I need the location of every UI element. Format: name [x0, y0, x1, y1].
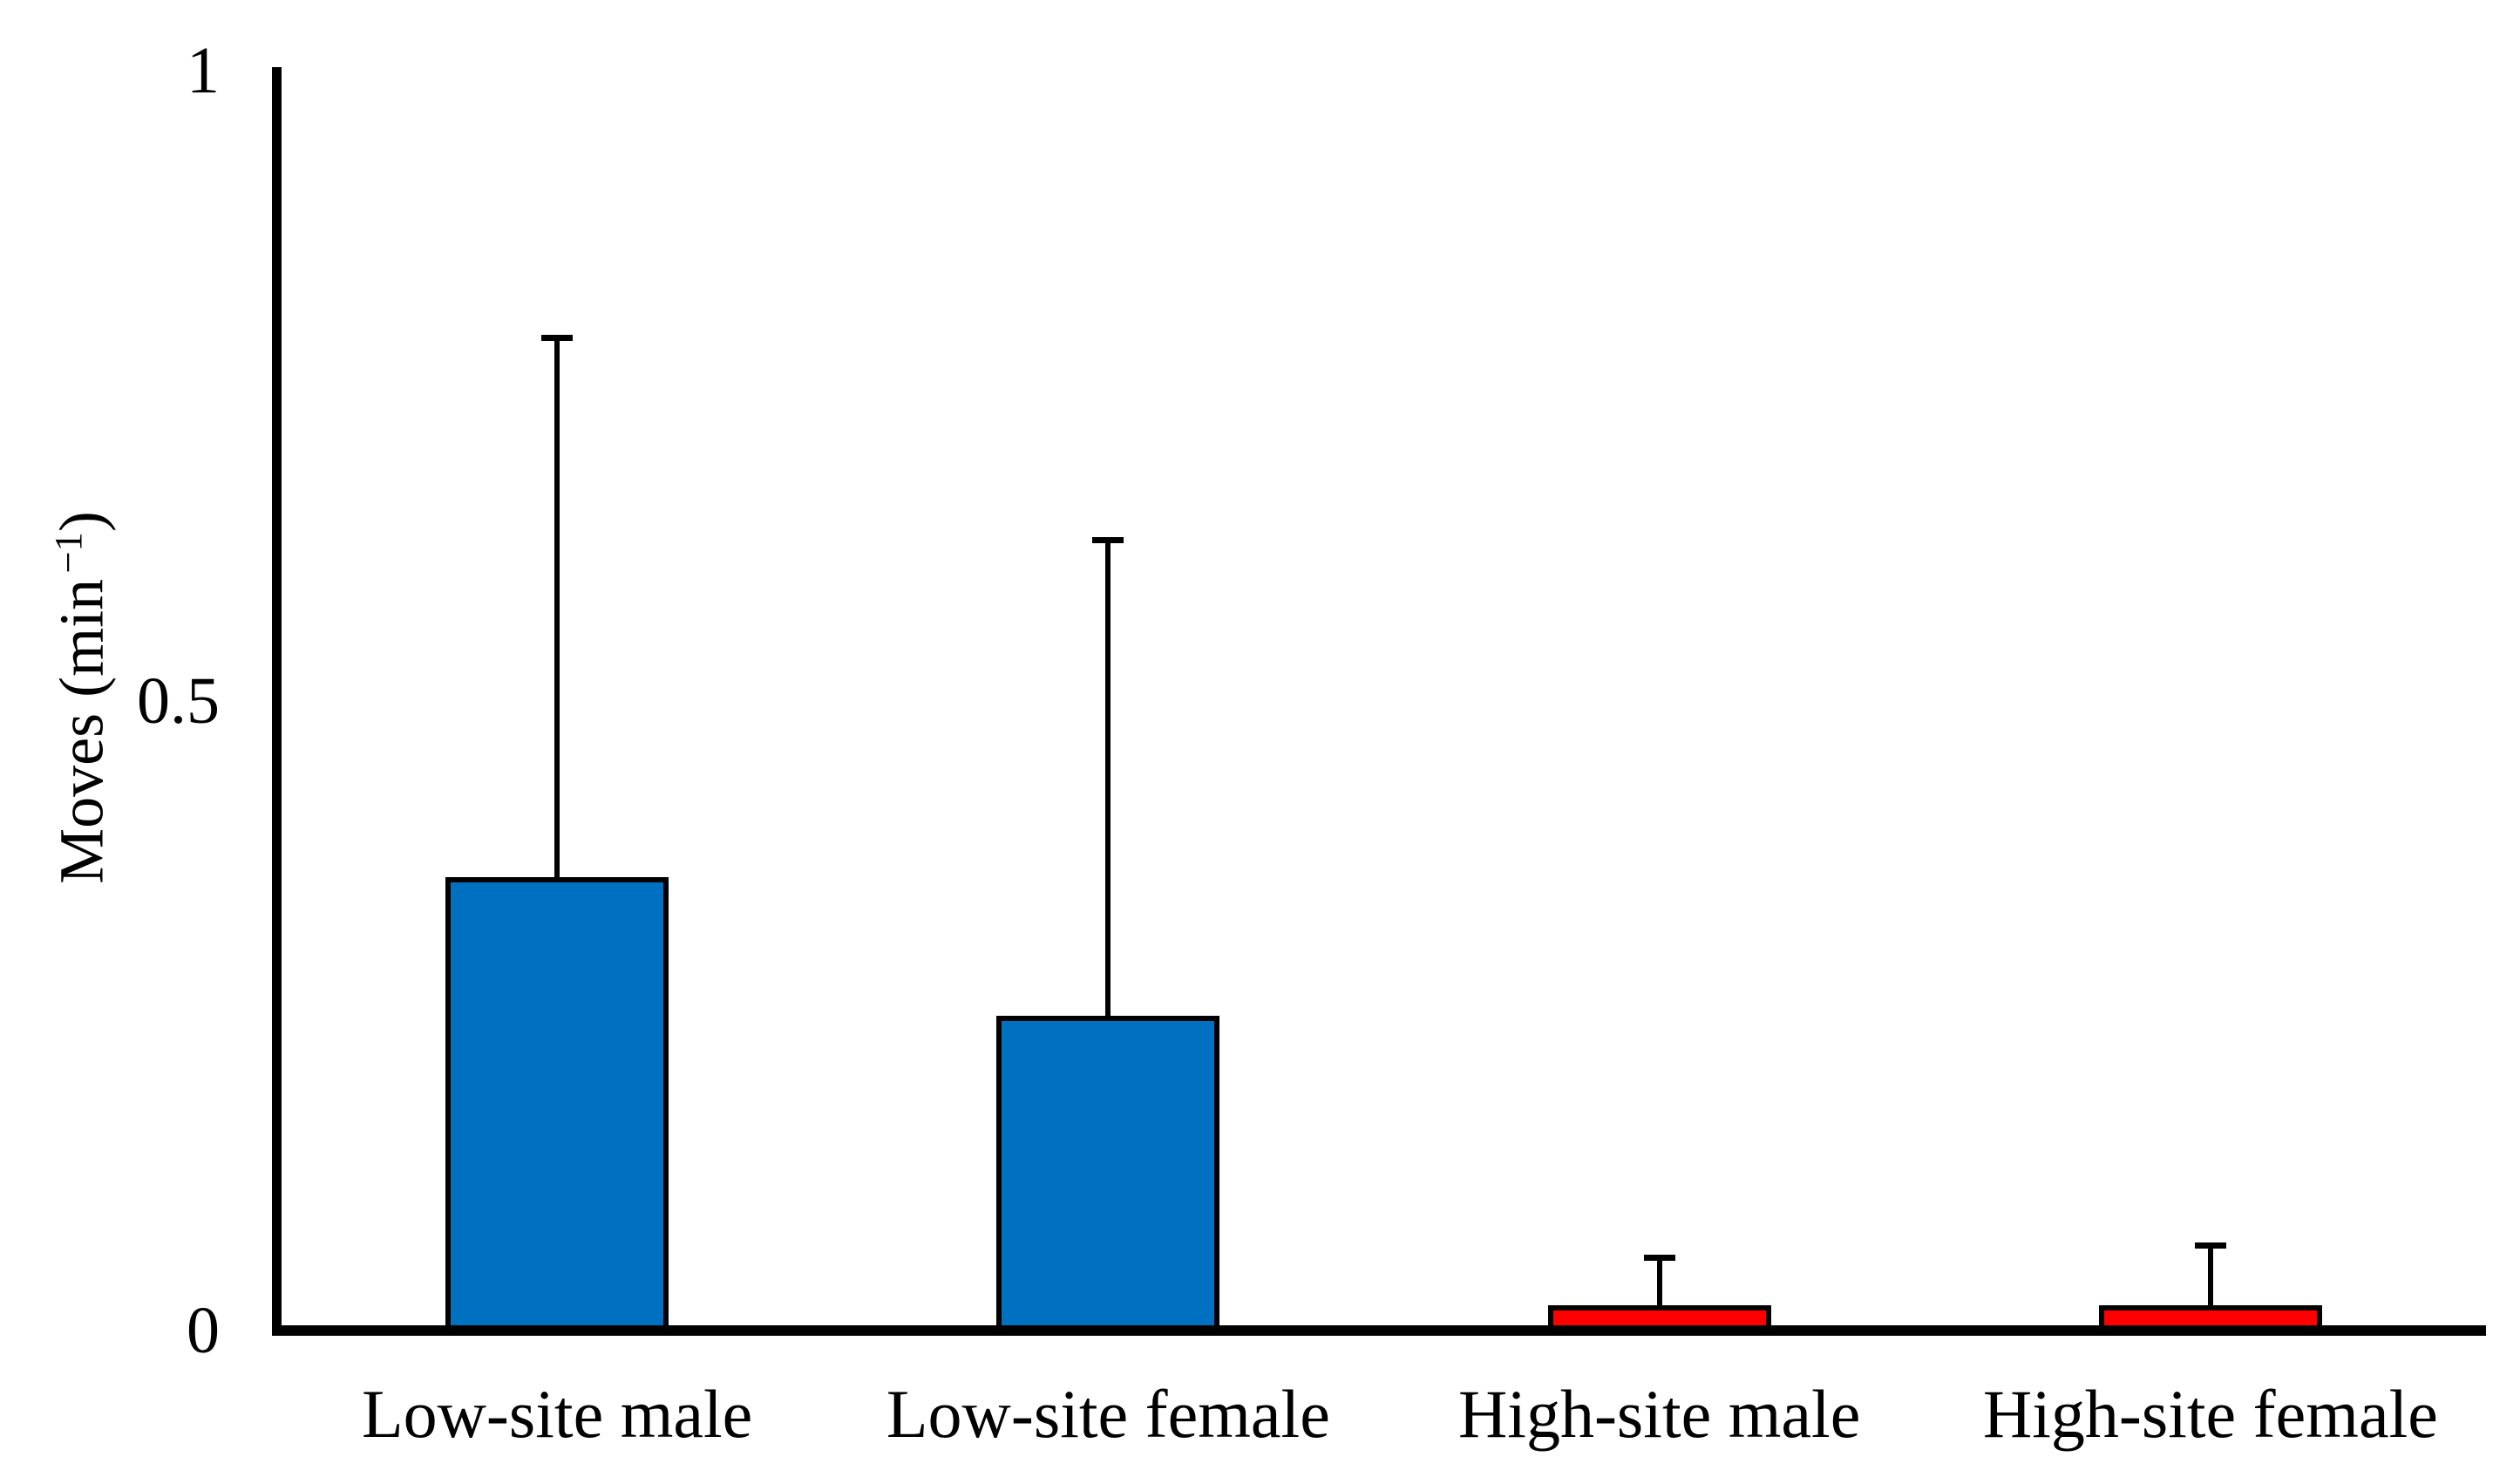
error-bar-line	[1656, 1255, 1662, 1306]
x-axis-line	[272, 1325, 2486, 1336]
y-tick-label: 1	[187, 34, 220, 107]
error-bar-cap	[2194, 1242, 2226, 1249]
y-axis-title-superscript: −1	[46, 532, 90, 574]
error-bar-line	[1105, 536, 1111, 1016]
category-label: Low-site male	[361, 1376, 753, 1452]
bar	[445, 876, 669, 1331]
y-tick-label: 0.5	[137, 664, 220, 738]
error-bar-cap	[541, 335, 574, 342]
y-axis-title-close-paren: )	[46, 511, 117, 533]
y-tick-label: 0	[187, 1294, 220, 1367]
category-label: Low-site female	[886, 1376, 1330, 1452]
error-bar-line	[554, 335, 560, 877]
error-bar-cap	[1092, 536, 1124, 543]
bar	[996, 1015, 1220, 1331]
error-bar-cap	[1643, 1255, 1675, 1262]
y-axis-line	[272, 67, 282, 1336]
category-label: High-site male	[1457, 1376, 1861, 1452]
error-bar-line	[2207, 1242, 2213, 1306]
category-label: High-site female	[1982, 1376, 2438, 1452]
